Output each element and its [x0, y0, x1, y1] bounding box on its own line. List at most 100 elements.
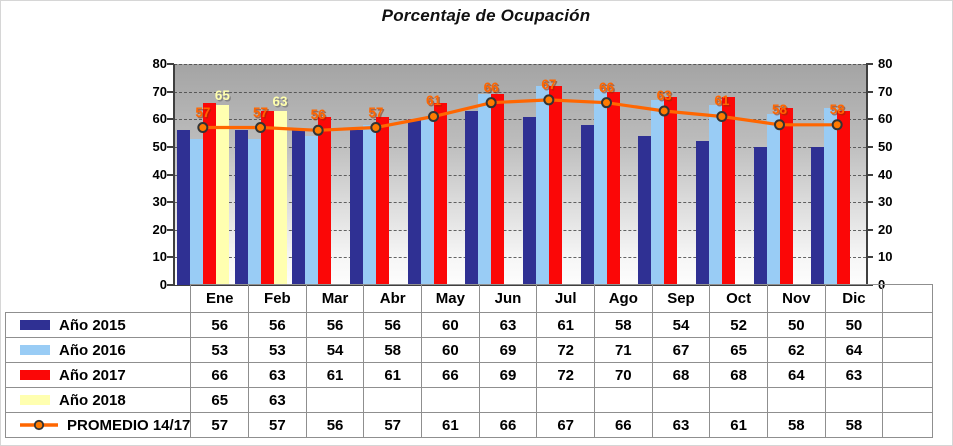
bar-año-2015	[407, 119, 421, 285]
empty-cell	[882, 387, 934, 413]
y-axis-label-left: 20	[152, 221, 167, 237]
table-value-cell: 63	[651, 412, 711, 438]
empty-cell	[882, 362, 934, 388]
table-value-cell: 72	[536, 362, 595, 388]
data-label-promedio-14/17: 57	[368, 104, 384, 120]
table-value-cell: 52	[709, 312, 768, 338]
y-axis-label-right: 50	[878, 138, 893, 154]
y-axis-label-right: 20	[878, 221, 893, 237]
bar-año-2016	[824, 108, 838, 285]
table-value-cell: 61	[363, 362, 423, 388]
bar-año-2016	[362, 124, 376, 285]
legend-label: Año 2016	[59, 341, 126, 359]
gridline	[174, 229, 866, 231]
data-label-promedio-14/17: 58	[829, 101, 845, 117]
table-row-promedio-14/17: PROMEDIO 14/17 57 57 56 57 61 66 67 66 63 61 58 58	[4, 412, 934, 438]
y-axis-label-left: 0	[159, 277, 167, 292]
table-value-cell: 72	[536, 337, 595, 363]
bar-año-2017	[721, 97, 735, 285]
line-marker-icon	[312, 124, 324, 136]
table-value-cell: 56	[305, 312, 365, 338]
bar-año-2015	[811, 146, 825, 285]
legend-cell: Año 2017	[4, 362, 192, 388]
table-value-cell: 61	[709, 412, 768, 438]
table-value-cell: 67	[536, 412, 595, 438]
y-axis-tick	[866, 228, 873, 231]
bar-año-2017	[548, 86, 562, 285]
legend-label: Año 2015	[59, 316, 126, 334]
table-value-cell: 56	[305, 412, 365, 438]
table-value-cell	[421, 387, 480, 413]
legend-cell: PROMEDIO 14/17	[4, 412, 192, 438]
table-value-cell: 54	[651, 312, 711, 338]
table-value-cell: 66	[190, 362, 250, 388]
bar-año-2017	[318, 116, 332, 285]
y-axis-tick	[866, 201, 873, 204]
table-value-cell: 54	[305, 337, 365, 363]
table-value-cell: 62	[766, 337, 826, 363]
gridline	[174, 64, 866, 65]
data-label-promedio-14/17: 61	[714, 93, 730, 109]
y-axis-tick	[866, 256, 873, 259]
y-axis-tick	[167, 256, 174, 259]
month-header-cell: Mar	[305, 284, 365, 313]
month-header-row: Ene Feb Mar Abr May Jun Jul Ago Sep Oct Nov Dic	[6, 284, 934, 313]
bar-año-2016	[651, 99, 665, 285]
chart-title: Porcentaje de Ocupación	[381, 6, 591, 25]
y-axis-tick	[167, 145, 174, 148]
y-axis-tick	[866, 118, 873, 121]
bar-año-2016	[535, 86, 549, 285]
month-header-cell: Nov	[766, 284, 826, 313]
bar-año-2018	[273, 110, 287, 285]
table-value-cell: 50	[766, 312, 826, 338]
legend-swatch-icon	[20, 345, 50, 355]
y-axis-label-right: 60	[878, 111, 893, 127]
legend-swatch-icon	[20, 395, 50, 405]
table-value-cell: 61	[421, 412, 480, 438]
data-table: Ene Feb Mar Abr May Jun Jul Ago Sep Oct Nov Dic Año …	[4, 284, 934, 438]
table-value-cell: 63	[478, 312, 538, 338]
table-value-cell	[478, 387, 538, 413]
bar-año-2015	[522, 116, 536, 285]
legend-cell: Año 2016	[4, 337, 192, 363]
line-marker-icon	[601, 97, 612, 109]
table-value-cell: 63	[824, 362, 884, 388]
bar-año-2015	[580, 124, 594, 285]
table-value-cell: 56	[248, 312, 307, 338]
table-value-cell	[363, 387, 423, 413]
line-marker-icon	[658, 105, 670, 117]
bar-año-2016	[247, 138, 261, 285]
bar-año-2017	[779, 108, 793, 285]
table-value-cell: 67	[651, 337, 711, 363]
month-header-cell: Jul	[536, 284, 595, 313]
bar-año-2017	[664, 97, 678, 285]
table-value-cell	[709, 387, 768, 413]
y-axis-tick	[167, 90, 174, 93]
table-value-cell: 66	[421, 362, 480, 388]
table-value-cell: 61	[536, 312, 595, 338]
month-header-cell: Jun	[478, 284, 538, 313]
bar-año-2015	[349, 130, 363, 285]
bar-año-2016	[478, 94, 492, 285]
empty-cell	[882, 412, 934, 438]
table-value-cell: 58	[593, 312, 653, 338]
bar-año-2017	[260, 110, 274, 285]
line-marker-icon	[831, 119, 843, 131]
month-header-cell: Sep	[651, 284, 711, 313]
bar-año-2017	[375, 116, 389, 285]
bar-año-2017	[606, 91, 620, 285]
bar-año-2017	[491, 94, 505, 285]
table-value-cell: 56	[363, 312, 423, 338]
bar-año-2015	[465, 110, 479, 285]
empty-header-cell	[882, 284, 934, 313]
bar-año-2015	[234, 130, 248, 285]
table-value-cell: 64	[766, 362, 826, 388]
table-value-cell: 64	[824, 337, 884, 363]
y-axis-tick	[866, 63, 873, 65]
data-label-año-2018: 65	[214, 88, 230, 104]
legend-swatch-icon	[20, 370, 50, 380]
y-axis-label-right: 40	[878, 166, 893, 182]
table-value-cell: 57	[190, 412, 250, 438]
table-value-cell: 53	[190, 337, 250, 363]
legend-label: PROMEDIO 14/17	[67, 416, 191, 434]
